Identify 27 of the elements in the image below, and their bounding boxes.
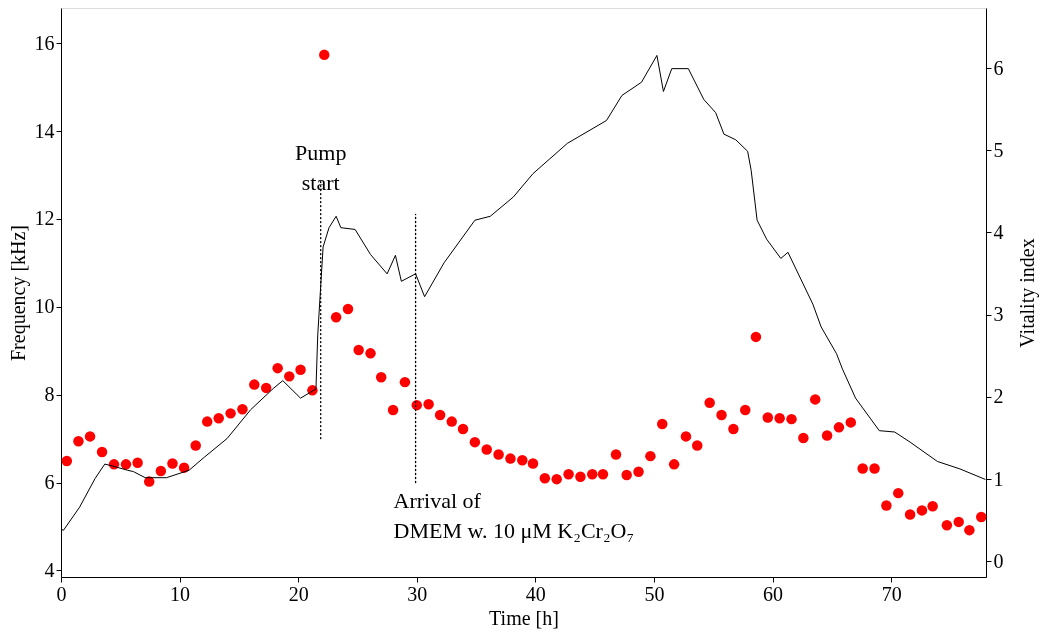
x-tick-label: 10	[170, 582, 191, 605]
y2-tick-label: 0	[993, 549, 1004, 572]
y2-tick-label: 3	[993, 303, 1004, 326]
y2-tick-label: 6	[993, 56, 1004, 79]
y-tick-label: 10	[34, 295, 55, 318]
y-tick-label: 16	[34, 31, 55, 54]
x-tick-label: 50	[644, 582, 665, 605]
x-tick-label: 60	[763, 582, 784, 605]
x-tick-label: 0	[56, 582, 67, 605]
y-tick-label: 6	[44, 471, 55, 494]
y-tick-label: 14	[34, 119, 55, 142]
x-tick-label: 20	[288, 582, 309, 605]
y2-tick-label: 2	[993, 385, 1004, 408]
y-tick-label: 8	[44, 383, 55, 406]
y-axis-title: Frequency [kHz]	[6, 224, 30, 362]
y2-axis-title: Vitality index	[1015, 238, 1039, 348]
x-tick-label: 70	[881, 582, 902, 605]
y2-tick-label: 5	[993, 138, 1004, 161]
x-tick-label: 40	[525, 582, 546, 605]
annotation: Arrival of DMEM w. 10 μM K₂Cr₂O₇	[393, 487, 635, 543]
y-tick-label: 4	[44, 558, 55, 581]
y2-tick-label: 4	[993, 220, 1004, 243]
annotation: Pump start	[295, 140, 347, 196]
x-tick-label: 30	[407, 582, 428, 605]
x-axis-title: Time [h]	[489, 606, 559, 629]
y-tick-label: 12	[34, 207, 55, 230]
y2-tick-label: 1	[993, 467, 1004, 490]
